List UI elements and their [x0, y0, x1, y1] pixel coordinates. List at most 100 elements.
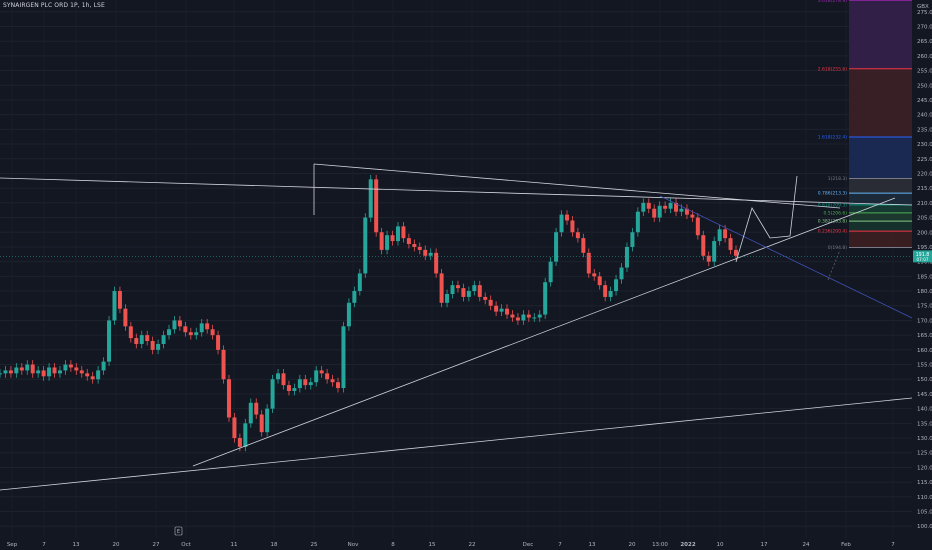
candle-body	[532, 317, 537, 319]
candle-body	[156, 343, 161, 350]
candle-body	[199, 323, 204, 333]
fib-zone	[849, 212, 912, 222]
candle-body	[494, 305, 499, 312]
candle-body	[624, 246, 629, 268]
candle-body	[3, 370, 8, 374]
candle-body	[575, 232, 580, 239]
candle-body	[368, 179, 373, 218]
fib-zone	[849, 68, 912, 137]
candle-body	[85, 373, 90, 377]
x-tick-label: 8	[391, 542, 395, 548]
x-tick-label: 7	[891, 542, 895, 548]
x-tick-label: 24	[803, 542, 810, 548]
x-tick-label: Sep	[7, 542, 18, 548]
candle-body	[183, 326, 188, 333]
candle-body	[477, 285, 482, 297]
candle-body	[412, 244, 417, 247]
candle-body	[510, 314, 515, 318]
candle-body	[112, 291, 117, 321]
fib-zone	[849, 193, 912, 205]
currency-label: GBX	[917, 4, 929, 10]
candle-body	[614, 279, 619, 292]
candle-body	[270, 379, 275, 409]
candle-body	[30, 364, 35, 374]
candle-body	[505, 308, 510, 315]
long-term-support-line	[0, 397, 913, 491]
candle-body	[695, 217, 700, 236]
fib-zone	[849, 178, 912, 194]
candle-body	[205, 323, 210, 330]
x-tick-label: 25	[311, 542, 318, 548]
fib-zone	[849, 231, 912, 248]
y-tick-label: 235.0	[917, 127, 932, 133]
candle-body	[597, 276, 602, 286]
candle-body	[668, 202, 673, 209]
current-price-time: 07:07	[916, 257, 928, 262]
candle-body	[210, 329, 215, 336]
candle-body	[237, 438, 242, 447]
fib-level-label: 2.618(255.6)	[818, 66, 848, 72]
x-tick-label: Oct	[181, 542, 191, 548]
y-tick-label: 130.0	[917, 436, 932, 442]
y-tick-label: 270.0	[917, 24, 932, 30]
candle-body	[167, 329, 172, 336]
y-tick-label: 175.0	[917, 304, 932, 310]
fib-level-label: 1(218.3)	[828, 176, 848, 182]
candle-body	[341, 326, 346, 389]
candle-body	[488, 299, 493, 306]
candle-body	[226, 379, 231, 418]
candle-body	[395, 226, 400, 242]
y-tick-label: 140.0	[917, 407, 932, 413]
candle-body	[41, 370, 46, 377]
candle-body	[188, 332, 193, 336]
candle-body	[401, 226, 406, 239]
fib-level-label: 0.5(206.6)	[823, 210, 847, 216]
candle-body	[428, 252, 433, 256]
candle-body	[472, 285, 477, 292]
candle-body	[19, 367, 24, 371]
candle-body	[63, 364, 68, 371]
fib-level-label: 0.236(200.4)	[818, 229, 848, 235]
y-tick-label: 210.0	[917, 201, 932, 207]
candle-body	[586, 252, 591, 274]
fib-level-label: 1.618(232.4)	[818, 134, 848, 140]
y-tick-label: 170.0	[917, 318, 932, 324]
current-price-value: 191.8	[916, 252, 930, 258]
candle-body	[248, 402, 253, 424]
candle-body	[346, 302, 351, 327]
event-badge-label: E	[177, 529, 180, 535]
symbol-title: SYNAIRGEN PLC ORD 1P, 1h, LSE	[3, 2, 105, 9]
y-tick-label: 200.0	[917, 230, 932, 236]
y-tick-label: 135.0	[917, 421, 932, 427]
candle-body	[107, 320, 112, 362]
fib-zone	[849, 136, 912, 179]
y-tick-label: 180.0	[917, 289, 932, 295]
candle-body	[734, 249, 738, 256]
candle-body	[303, 379, 308, 386]
candle-body	[570, 220, 575, 233]
candle-body	[515, 317, 520, 321]
candle-body	[439, 273, 444, 303]
triangle-upper-line	[313, 163, 841, 209]
candle-body	[526, 314, 531, 318]
candle-body	[674, 202, 679, 212]
candle-body	[374, 179, 379, 233]
y-tick-label: 250.0	[917, 83, 932, 89]
candle-body	[554, 232, 559, 262]
y-tick-label: 185.0	[917, 274, 932, 280]
candle-body	[461, 288, 466, 297]
candle-body	[90, 376, 95, 380]
candle-body	[548, 261, 553, 283]
y-tick-label: 245.0	[917, 98, 932, 104]
candle-body	[385, 235, 390, 250]
y-tick-label: 220.0	[917, 171, 932, 177]
fib-level-label: 0(194.8)	[828, 245, 848, 251]
candle-body	[483, 296, 488, 300]
y-tick-label: 195.0	[917, 245, 932, 251]
fib-level-label: 3.618(278.9)	[818, 0, 848, 4]
x-tick-label: 22	[469, 542, 476, 548]
fib-zone	[849, 221, 912, 232]
candle-body	[684, 208, 689, 215]
